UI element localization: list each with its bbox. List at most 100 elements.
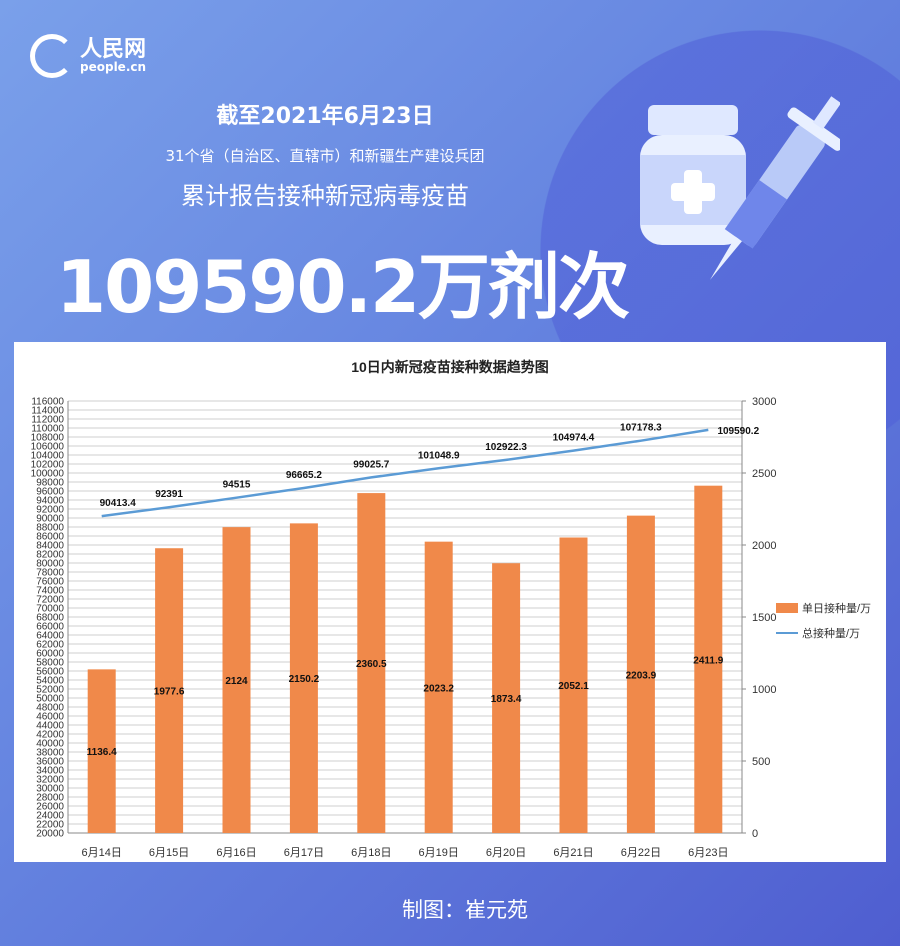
line-data-label: 107178.3	[620, 423, 662, 434]
left-axis-tick-label: 112000	[31, 415, 64, 426]
left-axis-tick-label: 52000	[36, 685, 64, 696]
line-data-label: 102922.3	[485, 442, 527, 453]
x-axis-tick-label: 6月18日	[351, 847, 391, 859]
scope-line: 31个省（自治区、直辖市）和新疆生产建设兵团	[165, 147, 485, 165]
right-axis-tick-label: 500	[752, 756, 770, 768]
line-data-label: 101048.9	[418, 450, 460, 461]
x-axis-tick-label: 6月19日	[419, 847, 459, 859]
bar	[492, 563, 521, 833]
right-axis-tick-label: 3000	[752, 396, 776, 408]
line-data-label: 90413.4	[100, 498, 137, 509]
people-cn-logo: 人民网 people.cn	[30, 34, 146, 78]
right-axis-tick-label: 1000	[752, 684, 776, 696]
left-axis-tick-label: 76000	[36, 577, 64, 588]
left-axis-tick-label: 104000	[31, 451, 65, 462]
desc-line: 累计报告接种新冠病毒疫苗	[181, 182, 469, 210]
logo-mark-icon	[30, 34, 74, 78]
x-axis-tick-label: 6月22日	[621, 847, 661, 859]
date-line: 截至2021年6月23日	[216, 104, 434, 129]
bar	[559, 537, 588, 833]
line-data-label: 94515	[223, 480, 251, 491]
chart-panel: 10日内新冠疫苗接种数据趋势图 20000 22000 24000 26000 2800…	[14, 342, 886, 862]
left-axis-tick-label: 28000	[36, 793, 64, 804]
bar-data-label: 1873.4	[491, 694, 522, 705]
chart: 10日内新冠疫苗接种数据趋势图 200002200024000260002800…	[31, 359, 871, 859]
left-axis-tick-label: 36000	[36, 757, 64, 768]
credit: 制图：崔元苑	[402, 898, 528, 922]
line-data-label: 109590.2	[717, 426, 759, 437]
x-axis-tick-label: 6月20日	[486, 847, 526, 859]
bar-data-label: 2411.9	[693, 655, 723, 666]
bar-data-label: 2203.9	[626, 670, 657, 681]
left-axis-tick-label: 96000	[36, 487, 64, 498]
left-axis-tick-label: 80000	[36, 559, 64, 570]
chart-title: 10日内新冠疫苗接种数据趋势图	[351, 359, 549, 375]
bar	[155, 548, 184, 833]
bar-data-label: 2360.5	[356, 659, 387, 670]
logo-text: 人民网	[80, 36, 147, 62]
left-axis-tick-label: 42000	[36, 730, 64, 741]
left-axis-tick-label: 72000	[36, 595, 64, 606]
line-data-label: 92391	[155, 489, 183, 500]
left-axis-tick-label: 22000	[36, 820, 64, 831]
left-axis-tick-label: 50000	[36, 694, 64, 705]
left-axis-tick-label: 20000	[36, 829, 64, 840]
left-axis-tick-label: 30000	[36, 784, 64, 795]
left-axis-tick-label: 116000	[31, 397, 64, 408]
vaccine-vial-icon	[640, 105, 746, 245]
x-axis-tick-label: 6月15日	[149, 847, 189, 859]
bar	[694, 485, 723, 833]
left-axis-tick-label: 114000	[31, 406, 64, 417]
left-axis-tick-label: 102000	[31, 460, 65, 471]
left-axis-tick-label: 40000	[36, 739, 64, 750]
left-axis-tick-label: 90000	[36, 514, 64, 525]
bar-data-label: 1136.4	[87, 747, 117, 758]
left-axis-tick-label: 38000	[36, 748, 64, 759]
left-axis-tick-label: 56000	[36, 667, 64, 678]
left-axis-tick-label: 26000	[36, 802, 64, 813]
bar	[87, 669, 116, 833]
line-data-label: 104974.4	[553, 433, 595, 444]
syringe-icon	[710, 96, 840, 280]
legend-bar-label: 单日接种量/万	[802, 601, 871, 615]
left-axis-tick-label: 54000	[36, 676, 64, 687]
left-axis-tick-label: 82000	[36, 550, 64, 561]
x-axis-tick-label: 6月16日	[216, 847, 256, 859]
left-axis-tick-label: 78000	[36, 568, 64, 579]
left-axis-tick-label: 60000	[36, 649, 64, 660]
bar	[424, 541, 453, 833]
headline-total: 109590.2万剂次	[56, 245, 630, 329]
left-axis-tick-label: 66000	[36, 622, 64, 633]
left-axis-tick-label: 32000	[36, 775, 64, 786]
x-axis-tick-label: 6月14日	[82, 847, 122, 859]
x-axis-tick-label: 6月21日	[553, 847, 593, 859]
bar	[626, 515, 655, 833]
bar	[357, 493, 386, 833]
left-axis-tick-label: 44000	[36, 721, 64, 732]
left-axis-tick-label: 46000	[36, 712, 64, 723]
left-axis-tick-label: 24000	[36, 811, 64, 822]
left-axis-tick-label: 68000	[36, 613, 64, 624]
vaccine-illustration	[640, 96, 840, 280]
left-axis-tick-label: 98000	[36, 478, 64, 489]
left-axis-tick-label: 64000	[36, 631, 64, 642]
right-axis-tick-label: 0	[752, 828, 758, 840]
left-axis-tick-label: 94000	[36, 496, 64, 507]
left-axis-tick-label: 62000	[36, 640, 64, 651]
left-axis-tick-label: 100000	[31, 469, 65, 480]
legend-line-label: 总接种量/万	[802, 626, 860, 640]
left-axis-tick-label: 106000	[31, 442, 65, 453]
bar-data-label: 2150.2	[289, 674, 320, 685]
total-line	[101, 428, 709, 518]
bar	[222, 527, 251, 833]
x-axis-tick-label: 6月17日	[284, 847, 324, 859]
left-axis-tick-label: 92000	[36, 505, 64, 516]
left-axis-tick-label: 88000	[36, 523, 64, 534]
left-axis-tick-label: 34000	[36, 766, 64, 777]
left-axis-tick-label: 74000	[36, 586, 64, 597]
legend-bar-swatch	[776, 603, 798, 613]
left-axis-tick-label: 110000	[31, 424, 64, 435]
left-axis-tick-label: 70000	[36, 604, 64, 615]
left-axis-tick-label: 108000	[31, 433, 65, 444]
left-axis-tick-label: 48000	[36, 703, 64, 714]
